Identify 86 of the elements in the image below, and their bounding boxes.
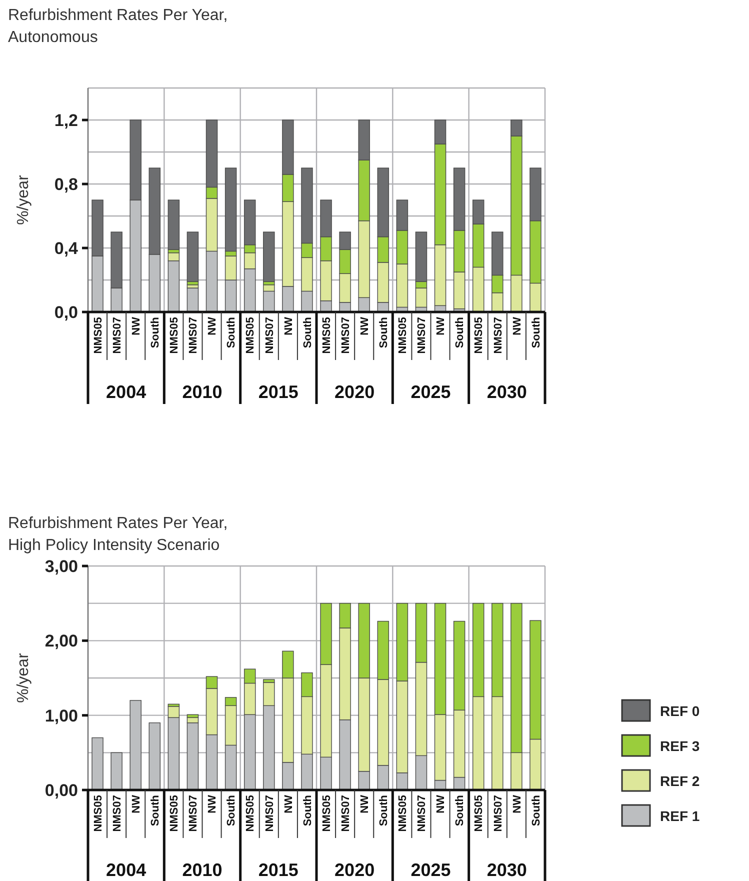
x-tick-label: South <box>226 316 238 348</box>
x-tick-label: NMS05 <box>320 795 333 832</box>
x-tick-label: NMS07 <box>188 795 200 832</box>
x-tick-label: NMS05 <box>168 317 181 354</box>
x-tick-label: South <box>530 316 542 348</box>
bar <box>110 752 122 790</box>
chart-subtitle: High Policy Intensity Scenario <box>8 537 220 554</box>
x-tick-label: South <box>378 316 390 348</box>
bar <box>130 700 142 790</box>
text: 2030 <box>486 382 527 402</box>
text: 2004 <box>106 860 146 880</box>
x-tick-label: NMS07 <box>492 317 504 354</box>
x-tick-label: NMS07 <box>416 795 428 832</box>
text: 2015 <box>258 860 298 880</box>
x-tick-label: NMS05 <box>473 795 486 832</box>
bar <box>186 232 199 282</box>
x-tick-label: South <box>149 794 162 826</box>
x-tick-label: South <box>302 794 314 826</box>
x-tick-label: NMS05 <box>92 317 104 354</box>
bar <box>92 737 104 790</box>
x-tick-label: NW <box>206 316 219 336</box>
text: 2025 <box>410 860 451 880</box>
text: 2004 <box>106 382 146 402</box>
text: 2025 <box>410 382 451 402</box>
x-tick-label: NMS05 <box>473 317 486 354</box>
x-tick-label: NMS07 <box>416 317 428 354</box>
y-tick-label: 3,00 <box>44 556 78 576</box>
x-tick-label: South <box>149 316 162 348</box>
text: 2030 <box>486 860 527 880</box>
chart-subtitle: Autonomous <box>8 29 98 46</box>
x-tick-label: South <box>226 794 238 826</box>
text: 2010 <box>182 382 222 402</box>
x-tick-label: NMS07 <box>111 795 124 832</box>
x-tick-label: NMS05 <box>397 795 410 832</box>
x-tick-label: NW <box>358 794 371 814</box>
x-tick-label: NW <box>435 316 448 336</box>
x-tick-label: South <box>454 794 466 826</box>
x-tick-label: NW <box>282 794 295 814</box>
x-tick-label: NMS07 <box>340 317 352 354</box>
x-tick-label: NMS05 <box>397 317 410 354</box>
text: 2020 <box>334 382 375 402</box>
bar <box>148 722 161 790</box>
x-tick-label: NW <box>130 794 142 814</box>
x-tick-label: NMS07 <box>264 795 276 832</box>
x-tick-label: NW <box>282 316 295 336</box>
y-tick-label: 0,0 <box>54 302 78 322</box>
x-tick-label: NMS07 <box>264 317 276 354</box>
legend-label: REF 2 <box>660 772 700 789</box>
bar <box>186 722 199 790</box>
x-tick-label: NW <box>358 316 371 336</box>
y-tick-label: 0,4 <box>54 238 79 258</box>
x-tick-label: South <box>378 794 390 826</box>
x-tick-label: NMS07 <box>340 795 352 832</box>
legend-label: REF 0 <box>660 702 700 719</box>
x-tick-label: NMS05 <box>92 795 104 832</box>
text: 2010 <box>182 860 222 880</box>
x-tick-label: South <box>530 794 542 826</box>
text: 2020 <box>334 860 375 880</box>
bar <box>263 232 275 282</box>
y-tick-label: 0,8 <box>54 174 78 194</box>
x-tick-label: NMS07 <box>111 317 124 354</box>
x-tick-label: NW <box>511 794 524 814</box>
text: 2015 <box>258 382 298 402</box>
x-tick-label: NW <box>511 316 524 336</box>
bar <box>168 200 180 250</box>
y-tick-label: 1,00 <box>44 706 78 726</box>
x-tick-label: NMS05 <box>168 795 181 832</box>
x-tick-label: South <box>454 316 466 348</box>
x-tick-label: NMS07 <box>492 795 504 832</box>
y-tick-label: 0,00 <box>44 780 78 800</box>
y-axis-title: %/year <box>15 174 32 225</box>
y-tick-label: 1,2 <box>54 110 78 130</box>
x-tick-label: NMS07 <box>188 317 200 354</box>
legend-label: REF 1 <box>660 808 700 824</box>
x-tick-label: NW <box>130 316 142 336</box>
x-tick-label: NMS05 <box>320 317 333 354</box>
x-tick-label: NW <box>435 794 448 814</box>
x-tick-label: NMS05 <box>244 795 257 832</box>
y-tick-label: 2,00 <box>44 632 78 651</box>
chart-title: Refurbishment Rates Per Year, <box>8 7 228 24</box>
x-tick-label: NW <box>206 794 219 814</box>
legend-label: REF 3 <box>660 738 700 754</box>
chart-title: Refurbishment Rates Per Year, <box>8 515 228 532</box>
x-tick-label: NMS05 <box>244 317 257 354</box>
y-axis-title: %/year <box>15 652 32 703</box>
x-tick-label: South <box>302 316 314 348</box>
